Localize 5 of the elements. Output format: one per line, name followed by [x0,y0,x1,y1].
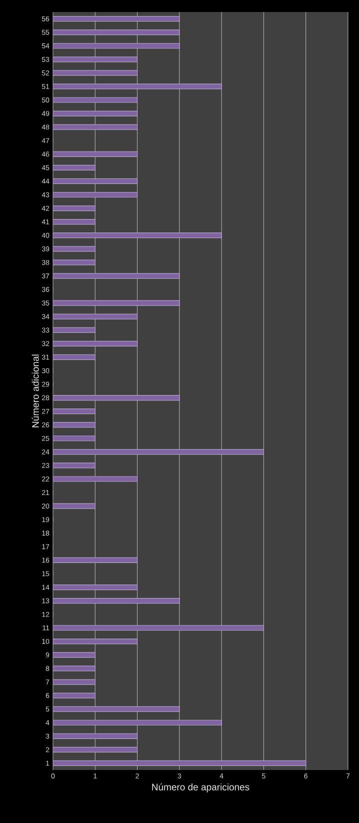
bar [52,625,264,631]
bar [52,760,306,766]
y-axis-title: Número adicional [32,354,39,428]
x-axis-title: Número de apariciones [152,783,250,792]
bar [52,449,264,455]
